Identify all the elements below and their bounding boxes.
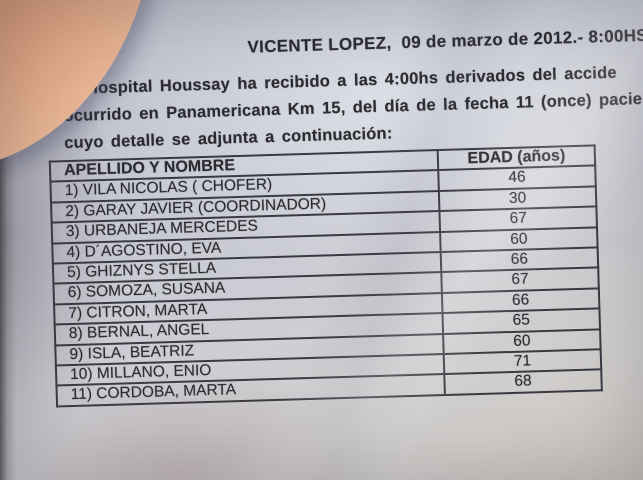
intro-paragraph: El Hospital Houssay ha recibido a las 4:… [62,59,643,157]
dateline: VICENTE LOPEZ, 09 de marzo de 2012.- 8:0… [247,25,643,57]
patients-table: APELLIDO Y NOMBRE EDAD (años) 1) VILA NI… [49,144,603,407]
patient-age-cell: 68 [444,369,602,395]
